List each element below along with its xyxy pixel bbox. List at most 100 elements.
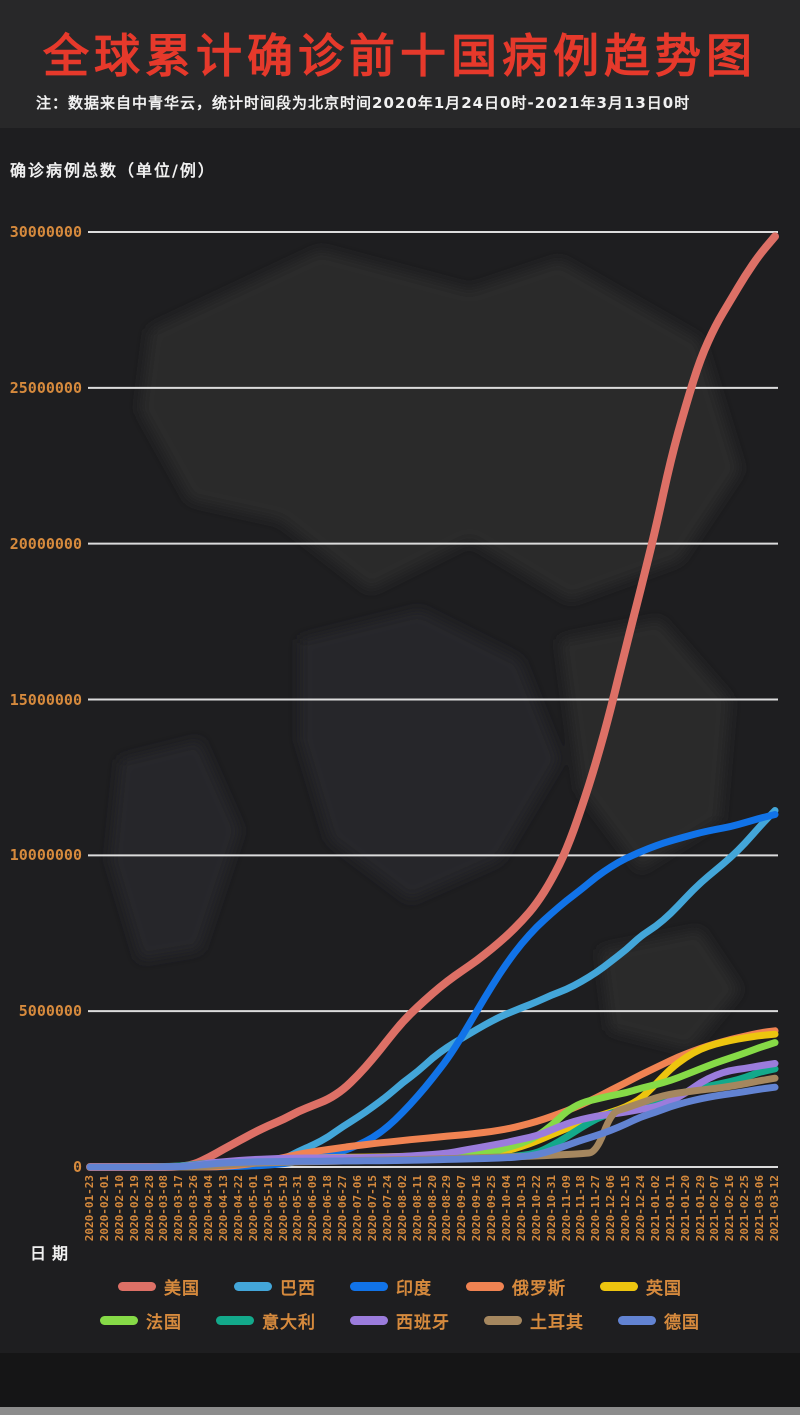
y-axis-title: 确诊病例总数（单位/例） — [10, 161, 216, 180]
y-tick-label: 20000000 — [9, 534, 82, 553]
x-tick-label: 2020-11-09 — [559, 1175, 573, 1242]
x-tick-label: 2020-06-18 — [321, 1175, 335, 1242]
x-tick-label: 2020-05-31 — [291, 1175, 305, 1242]
y-tick-label: 15000000 — [9, 690, 82, 709]
legend-label-russia: 俄罗斯 — [512, 1279, 566, 1299]
x-tick-label: 2020-12-06 — [604, 1175, 618, 1242]
x-tick-label: 2021-01-11 — [663, 1175, 677, 1242]
x-tick-label: 2020-09-07 — [455, 1175, 469, 1242]
x-tick-label: 2020-08-02 — [395, 1175, 409, 1242]
x-tick-label: 2020-03-08 — [157, 1175, 171, 1242]
x-tick-label: 2020-10-31 — [544, 1175, 558, 1242]
x-tick-label: 2020-08-20 — [425, 1175, 439, 1242]
x-tick-label: 2020-10-13 — [514, 1175, 528, 1242]
legend-label-turkey: 土耳其 — [530, 1313, 584, 1333]
legend: 美国 巴西 印度 俄罗斯 英国法国 意大利 西班牙 土耳其 德国 — [0, 1274, 800, 1342]
x-tick-label: 2020-05-19 — [276, 1175, 290, 1242]
legend-swatch-italy — [216, 1316, 254, 1325]
legend-item-russia: 俄罗斯 — [466, 1274, 566, 1299]
x-tick-label: 2020-03-26 — [187, 1175, 201, 1242]
x-tick-label: 2020-05-10 — [261, 1175, 275, 1242]
x-tick-label: 2020-11-27 — [589, 1175, 603, 1242]
y-tick-label: 0 — [72, 1158, 82, 1176]
x-axis-title: 日期 — [30, 1244, 75, 1263]
series-line-germany — [86, 1083, 779, 1171]
legend-row: 美国 巴西 印度 俄罗斯 英国 — [0, 1274, 800, 1299]
subtitle-note: 注：数据来自中青华云，统计时间段为北京时间2020年1月24日0时-2021年3… — [36, 94, 691, 112]
series-line-us — [86, 232, 779, 1171]
x-tick-label: 2020-02-10 — [112, 1175, 126, 1242]
x-tick-label: 2020-10-04 — [499, 1175, 513, 1242]
legend-item-spain: 西班牙 — [350, 1308, 450, 1333]
legend-swatch-germany — [618, 1316, 656, 1325]
bottom-strip — [0, 1407, 800, 1415]
x-tick-label: 2020-02-19 — [127, 1175, 141, 1242]
legend-label-france: 法国 — [146, 1313, 182, 1333]
y-tick-label: 30000000 — [9, 223, 82, 241]
legend-swatch-spain — [350, 1316, 388, 1325]
legend-row: 法国 意大利 西班牙 土耳其 德国 — [0, 1308, 800, 1333]
legend-label-uk: 英国 — [646, 1279, 682, 1299]
legend-item-france: 法国 — [100, 1308, 182, 1333]
x-tick-label: 2020-06-09 — [306, 1175, 320, 1242]
legend-item-us: 美国 — [118, 1274, 200, 1299]
y-tick-label: 10000000 — [9, 846, 82, 865]
x-tick-label: 2020-12-15 — [619, 1175, 633, 1242]
x-tick-label: 2021-01-20 — [678, 1175, 692, 1242]
x-tick-label: 2021-02-07 — [708, 1175, 722, 1242]
x-tick-label: 2020-05-01 — [246, 1175, 260, 1242]
legend-label-spain: 西班牙 — [396, 1313, 450, 1333]
background-map-decoration — [110, 250, 740, 1050]
legend-swatch-russia — [466, 1282, 504, 1291]
header: 全球累计确诊前十国病例趋势图 注：数据来自中青华云，统计时间段为北京时间2020… — [0, 0, 800, 128]
legend-label-us: 美国 — [164, 1279, 200, 1299]
legend-item-brazil: 巴西 — [234, 1274, 316, 1299]
x-tick-label: 2021-03-06 — [753, 1175, 767, 1242]
legend-item-turkey: 土耳其 — [484, 1308, 584, 1333]
x-tick-label: 2020-04-22 — [231, 1175, 245, 1242]
y-tick-label: 25000000 — [9, 378, 82, 397]
legend-item-uk: 英国 — [600, 1274, 682, 1299]
x-tick-label: 2021-03-12 — [768, 1175, 781, 1242]
x-tick-label: 2020-01-23 — [83, 1175, 96, 1242]
x-tick-label: 2020-09-25 — [485, 1175, 499, 1242]
legend-label-italy: 意大利 — [262, 1313, 316, 1333]
x-tick-label: 2021-01-29 — [693, 1175, 707, 1242]
legend-swatch-france — [100, 1316, 138, 1325]
legend-label-brazil: 巴西 — [280, 1279, 316, 1299]
legend-item-germany: 德国 — [618, 1308, 700, 1333]
x-tick-label: 2020-02-28 — [142, 1175, 156, 1242]
x-tick-label: 2020-07-06 — [351, 1175, 365, 1242]
footer: @ 中国青年报 CHINA YOUTH DAILY 统计：脱侯君 李文博 制图：… — [0, 1353, 800, 1407]
x-tick-label: 2020-03-17 — [172, 1175, 186, 1242]
series-lines — [86, 232, 779, 1171]
x-tick-label: 2020-06-27 — [336, 1175, 350, 1242]
legend-swatch-turkey — [484, 1316, 522, 1325]
page-title: 全球累计确诊前十国病例趋势图 — [43, 29, 757, 83]
legend-swatch-india — [350, 1282, 388, 1291]
x-tick-label: 2021-02-16 — [723, 1175, 737, 1242]
legend-label-india: 印度 — [396, 1279, 432, 1299]
x-tick-label: 2020-08-29 — [440, 1175, 454, 1242]
x-tick-label: 2020-07-24 — [380, 1175, 394, 1242]
x-tick-label: 2020-07-15 — [365, 1175, 379, 1242]
x-tick-label: 2020-02-01 — [97, 1175, 111, 1242]
y-tick-label: 5000000 — [18, 1002, 82, 1021]
x-tick-label: 2020-11-18 — [574, 1175, 588, 1242]
legend-item-india: 印度 — [350, 1274, 432, 1299]
legend-swatch-us — [118, 1282, 156, 1291]
x-tick-label: 2020-04-04 — [202, 1175, 216, 1242]
x-tick-label: 2020-12-24 — [633, 1175, 647, 1242]
x-tick-label: 2020-04-13 — [217, 1175, 231, 1242]
legend-swatch-uk — [600, 1282, 638, 1291]
legend-swatch-brazil — [234, 1282, 272, 1291]
x-tick-label: 2021-01-02 — [648, 1175, 662, 1242]
legend-item-italy: 意大利 — [216, 1308, 316, 1333]
x-tick-label: 2020-10-22 — [529, 1175, 543, 1242]
x-tick-label: 2021-02-25 — [738, 1175, 752, 1242]
x-tick-label: 2020-08-11 — [410, 1175, 424, 1242]
x-tick-label: 2020-09-16 — [470, 1175, 484, 1242]
legend-label-germany: 德国 — [664, 1313, 700, 1333]
